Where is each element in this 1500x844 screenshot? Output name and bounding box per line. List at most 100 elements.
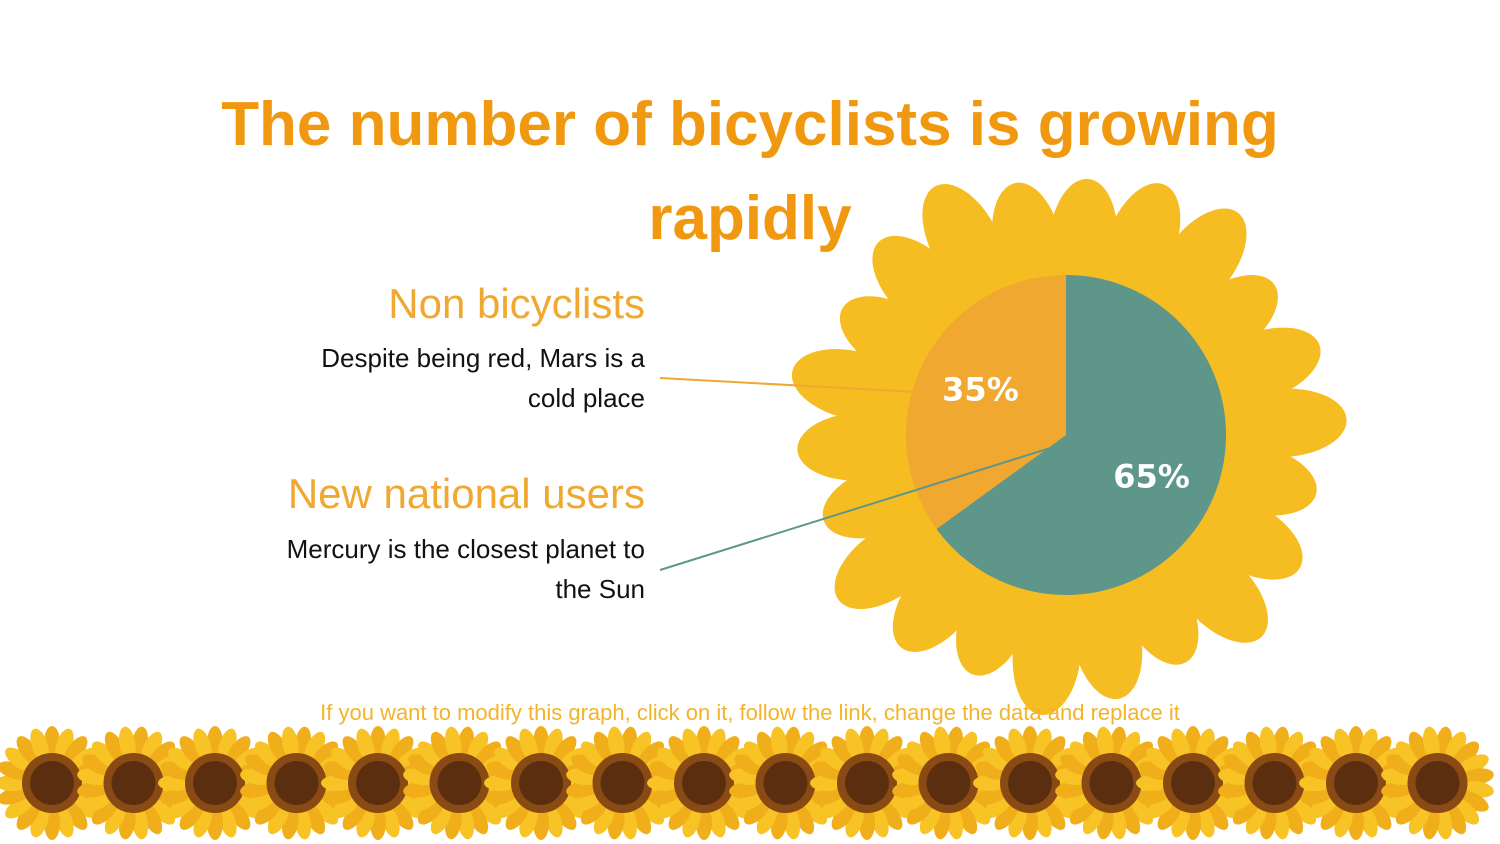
value-label: 35% <box>942 370 1019 408</box>
flower-core <box>1252 761 1297 805</box>
flower-core <box>356 761 400 805</box>
small-petal <box>1055 780 1089 798</box>
small-petal <box>408 754 440 776</box>
small-petal <box>82 790 114 812</box>
small-petal <box>474 741 502 769</box>
small-petal <box>1060 790 1092 812</box>
small-petal <box>1282 803 1304 835</box>
small-petal <box>956 803 978 835</box>
small-petal <box>16 800 41 830</box>
small-petal <box>444 726 462 761</box>
small-petal <box>457 805 475 840</box>
flower-core <box>1008 761 1052 805</box>
small-petal <box>1119 731 1141 763</box>
small-petal <box>1223 754 1255 776</box>
small-petal <box>331 747 361 772</box>
small-petal <box>1126 741 1154 769</box>
small-petal <box>474 797 502 825</box>
flower-core <box>1415 761 1460 805</box>
small-petal <box>668 736 693 766</box>
small-petal <box>389 736 414 766</box>
small-petal <box>983 747 1013 772</box>
small-petal <box>55 804 74 838</box>
small-petal <box>593 731 615 763</box>
small-petal <box>1245 731 1267 763</box>
small-petal <box>179 800 204 830</box>
small-petal <box>1041 736 1066 766</box>
small-petal <box>304 803 326 835</box>
annotation: Mercury is the closest planet to the Sun <box>286 534 645 604</box>
small-petal <box>1259 726 1277 761</box>
small-petal <box>5 794 35 819</box>
flower-core <box>111 761 156 805</box>
value-label: 65% <box>1113 458 1190 496</box>
small-petal <box>1457 790 1489 812</box>
small-petal <box>104 803 126 835</box>
small-petal <box>845 728 864 762</box>
small-petal <box>1272 805 1290 840</box>
small-petal <box>1146 747 1176 772</box>
small-petal <box>1119 803 1141 835</box>
flower-core <box>274 761 319 805</box>
small-petal <box>254 741 282 769</box>
small-petal <box>267 731 289 763</box>
flower-core <box>1089 761 1134 805</box>
small-petal <box>1452 797 1480 825</box>
small-petal <box>552 800 577 830</box>
small-petal <box>919 731 941 763</box>
small-petal <box>82 754 114 776</box>
small-petal <box>118 726 136 761</box>
small-petal <box>1218 780 1252 798</box>
small-petal <box>1082 803 1104 835</box>
small-petal <box>1309 747 1339 772</box>
flower-core <box>193 761 237 805</box>
small-petal <box>729 780 763 798</box>
small-petal <box>657 794 687 819</box>
sunflower-border <box>0 726 1494 840</box>
small-petal <box>294 805 312 840</box>
small-petal <box>417 741 445 769</box>
small-petal <box>668 800 693 830</box>
small-petal <box>793 731 815 763</box>
small-petal <box>1232 741 1260 769</box>
small-petal <box>956 731 978 763</box>
small-petal <box>240 780 274 798</box>
small-petal <box>342 800 367 830</box>
small-petal <box>226 736 251 766</box>
small-petal <box>131 805 149 840</box>
small-petal <box>1223 790 1255 812</box>
small-petal <box>963 741 991 769</box>
small-petal <box>148 797 176 825</box>
flower-core <box>763 761 808 805</box>
small-petal <box>1109 805 1127 840</box>
small-petal <box>141 731 163 763</box>
small-petal <box>1408 803 1430 835</box>
small-petal <box>331 794 361 819</box>
small-petal <box>267 803 289 835</box>
small-petal <box>91 741 119 769</box>
small-petal <box>620 805 638 840</box>
small-petal <box>649 786 683 805</box>
small-petal <box>544 804 563 838</box>
small-petal <box>897 790 929 812</box>
flower-core <box>437 761 482 805</box>
small-petal <box>304 731 326 763</box>
small-petal <box>1060 754 1092 776</box>
small-petal <box>505 800 530 830</box>
small-petal <box>245 754 277 776</box>
small-petal <box>812 786 846 805</box>
small-petal <box>820 794 850 819</box>
small-petal <box>168 747 198 772</box>
small-petal <box>141 803 163 835</box>
small-petal <box>878 736 903 766</box>
small-petal <box>1096 726 1114 761</box>
flower-core <box>845 761 889 805</box>
small-petal <box>1196 804 1215 838</box>
petal <box>1012 591 1082 716</box>
small-petal <box>1386 790 1418 812</box>
small-petal <box>1452 741 1480 769</box>
small-petal <box>1367 736 1392 766</box>
small-petal <box>734 790 766 812</box>
small-petal <box>226 800 251 830</box>
